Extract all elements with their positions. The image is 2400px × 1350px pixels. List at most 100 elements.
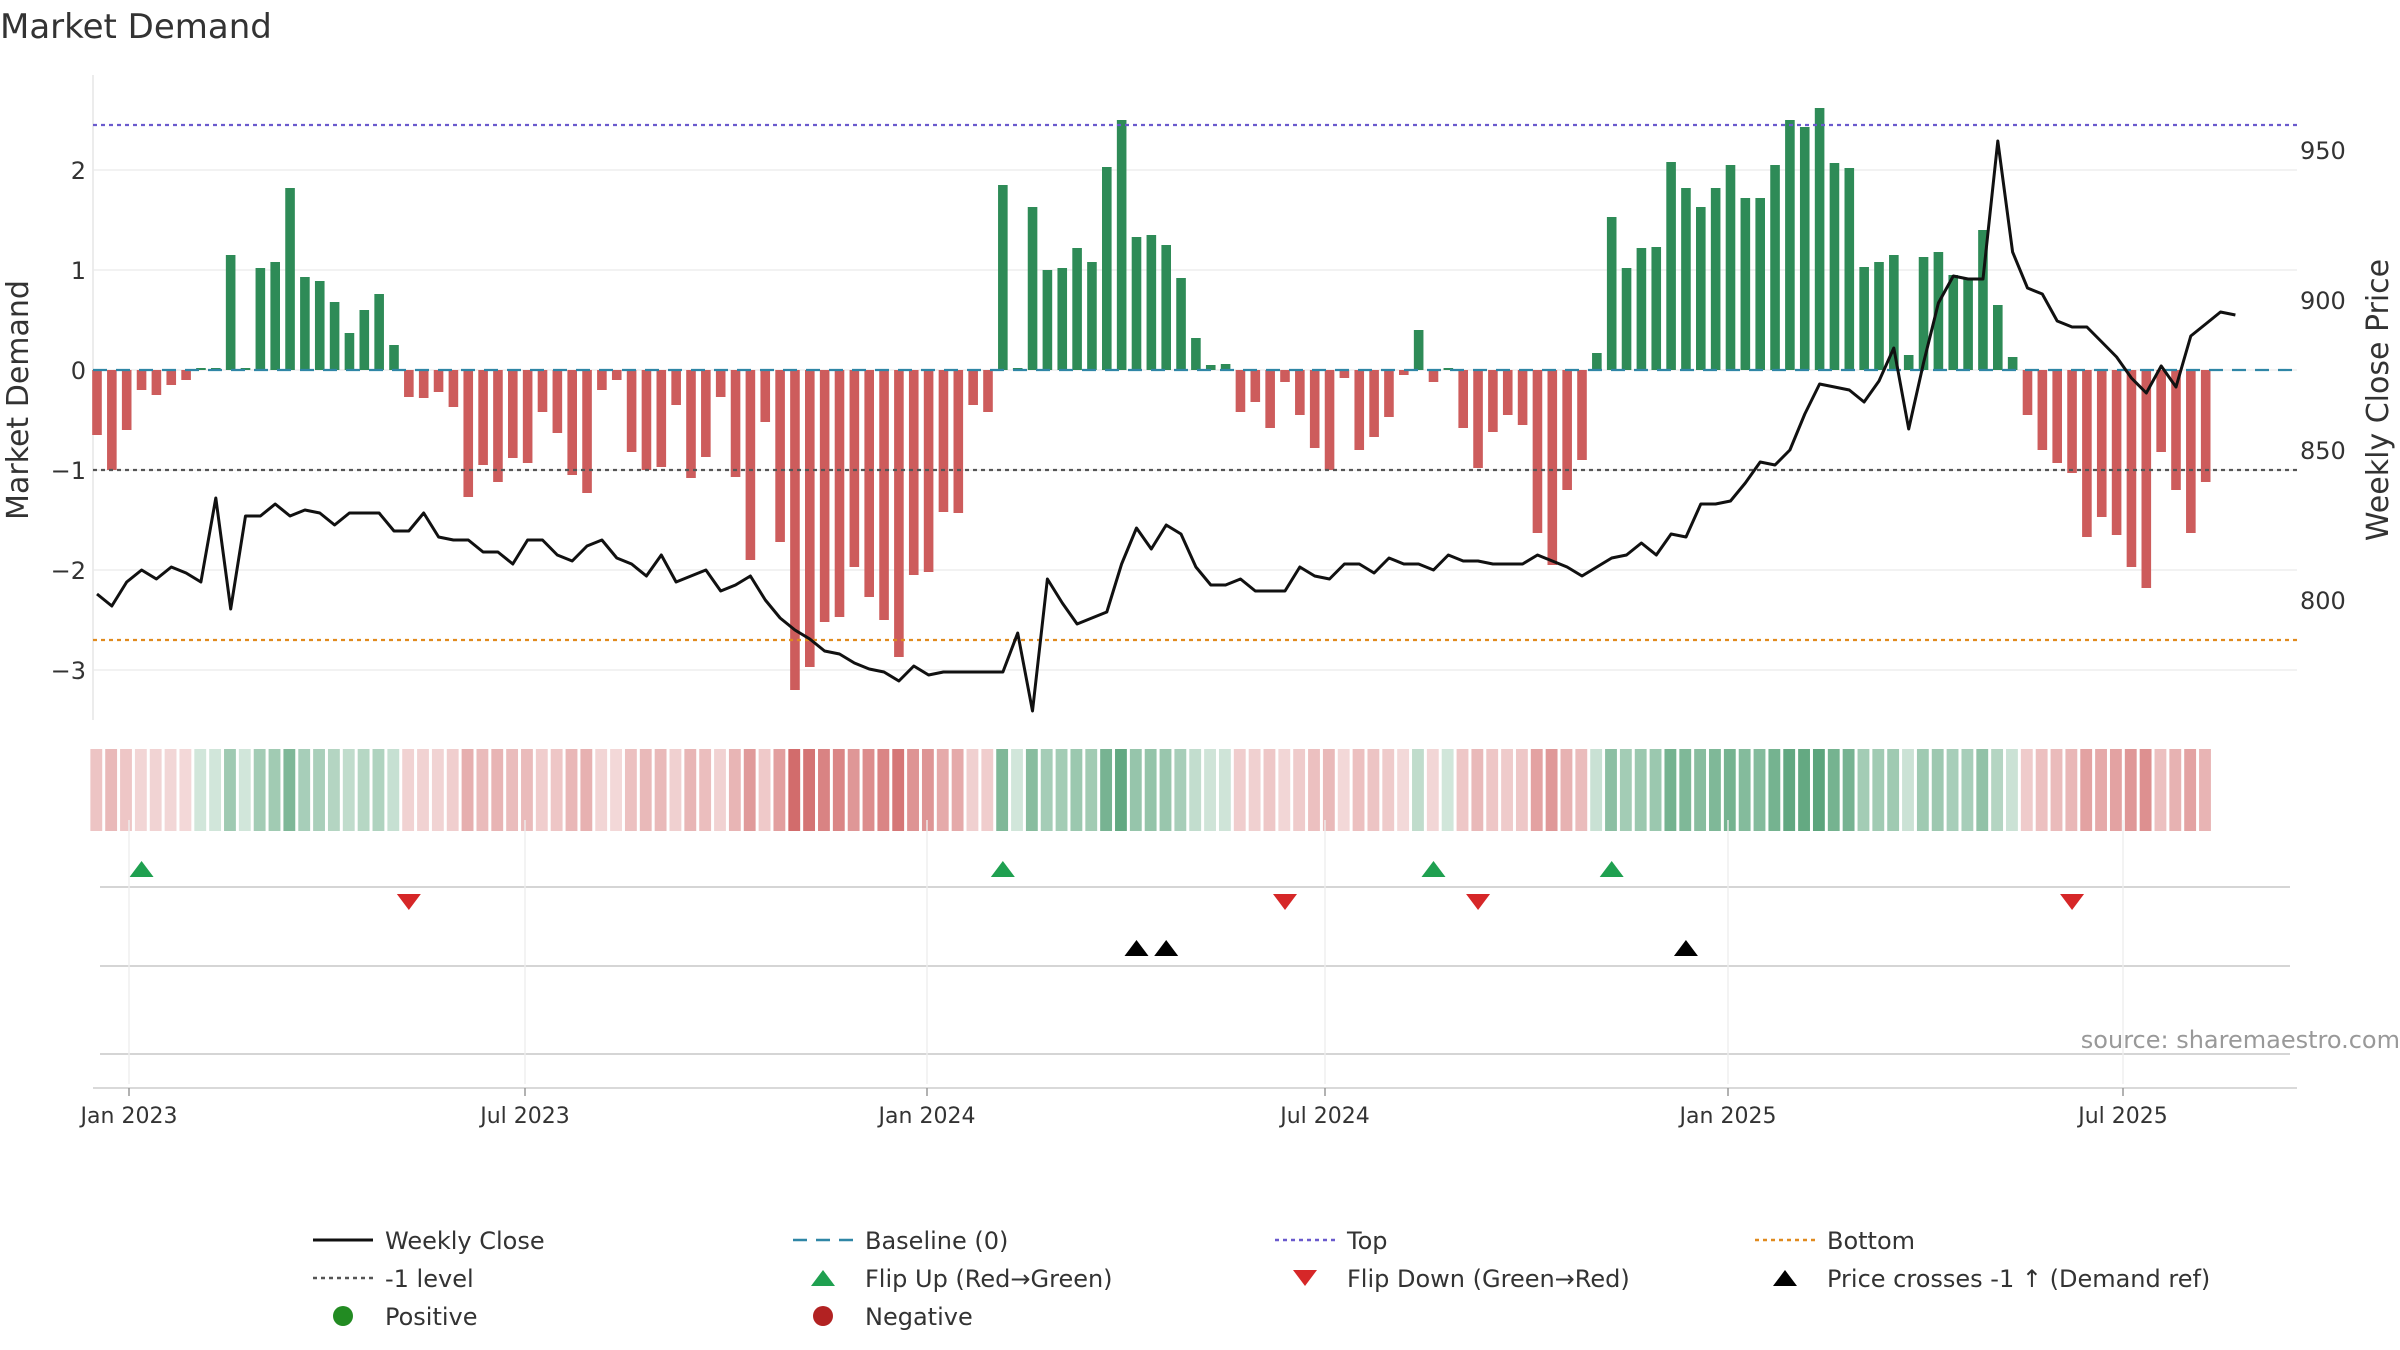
demand-bar xyxy=(2156,370,2166,452)
heat-cell xyxy=(2080,749,2093,831)
demand-bar xyxy=(300,277,310,370)
demand-bar xyxy=(2200,370,2211,482)
demand-bar xyxy=(1814,108,1825,370)
heat-cell xyxy=(224,749,236,831)
price-cross-marker xyxy=(1154,940,1179,956)
legend-label: -1 level xyxy=(385,1265,474,1293)
demand-bar xyxy=(1592,353,1602,370)
demand-bar xyxy=(463,370,474,497)
demand-bar xyxy=(2067,370,2077,473)
demand-bar xyxy=(522,370,533,463)
demand-bar xyxy=(404,370,414,397)
demand-bar xyxy=(1562,370,1572,490)
heat-cell xyxy=(1545,749,1558,831)
demand-bar xyxy=(1696,207,1706,370)
demand-bar xyxy=(1309,370,1320,448)
heat-cell xyxy=(1322,749,1335,831)
demand-bar xyxy=(181,370,191,380)
demand-bar xyxy=(1785,120,1795,370)
demand-bar xyxy=(1978,230,1988,370)
demand-bar xyxy=(819,370,830,622)
demand-bar xyxy=(1250,370,1261,402)
heat-cell xyxy=(1278,749,1291,831)
heat-cell xyxy=(1218,749,1231,831)
demand-bar xyxy=(1087,262,1097,370)
heat-cell xyxy=(446,749,459,831)
demand-bar xyxy=(1844,168,1855,370)
legend-symbol-positive xyxy=(333,1306,353,1326)
demand-bar xyxy=(2141,370,2152,588)
demand-bar xyxy=(1324,370,1335,470)
demand-bar xyxy=(1458,370,1468,428)
heat-cell xyxy=(1159,749,1172,831)
heat-cell xyxy=(1634,749,1647,831)
demand-bar xyxy=(136,370,147,390)
heat-cell xyxy=(1040,749,1053,831)
y2-axis-label: Weekly Close Price xyxy=(2361,259,2396,541)
heat-cell xyxy=(1946,749,1959,831)
heat-cell xyxy=(550,749,563,831)
demand-bar xyxy=(314,281,325,370)
heat-cell xyxy=(1189,749,1202,831)
demand-bar xyxy=(448,370,459,407)
demand-bar xyxy=(745,370,756,560)
heat-cell xyxy=(1501,749,1513,831)
heat-cell xyxy=(1991,749,2004,831)
heat-cell xyxy=(921,749,934,831)
demand-bar xyxy=(908,370,919,575)
demand-bar xyxy=(552,370,563,433)
demand-bar xyxy=(879,370,889,620)
heat-cell xyxy=(1738,749,1751,831)
demand-bar xyxy=(1295,370,1305,415)
x-tick-label: Jul 2025 xyxy=(2076,1104,2168,1129)
heat-cell xyxy=(877,749,890,831)
heat-cell xyxy=(2095,749,2107,831)
heat-cell xyxy=(966,749,979,831)
demand-bar xyxy=(1725,165,1736,370)
demand-bar xyxy=(715,370,726,397)
demand-bar xyxy=(1102,167,1112,370)
demand-bar xyxy=(1993,305,2003,370)
legend-label: Top xyxy=(1346,1227,1388,1255)
legend-label: Weekly Close xyxy=(385,1227,545,1255)
demand-bar xyxy=(2186,370,2196,533)
demand-bar xyxy=(849,370,860,567)
demand-bar xyxy=(1829,163,1840,370)
demand-bar xyxy=(686,370,696,478)
legend-symbol-flip-down xyxy=(1293,1270,1317,1286)
demand-bar xyxy=(938,370,949,512)
demand-bar xyxy=(344,333,355,370)
demand-bar xyxy=(374,294,384,370)
heat-cell xyxy=(1263,749,1276,831)
heat-cell xyxy=(595,749,608,831)
heat-cell xyxy=(743,749,756,831)
demand-bar xyxy=(1799,127,1810,370)
heat-cell xyxy=(1649,749,1662,831)
heat-cell xyxy=(862,749,875,831)
heat-cell xyxy=(476,749,489,831)
y2-tick-label: 900 xyxy=(2300,287,2346,315)
demand-bar xyxy=(1859,267,1869,370)
demand-bar xyxy=(1710,188,1721,370)
heat-cell xyxy=(1367,749,1380,831)
heat-cell xyxy=(1100,749,1113,831)
heat-cell xyxy=(313,749,325,831)
legend-symbol-negative xyxy=(813,1306,833,1326)
legend-symbol-price-cross xyxy=(1773,1270,1797,1286)
heat-cell xyxy=(1768,749,1781,831)
heat-cell xyxy=(134,749,147,831)
demand-bar xyxy=(656,370,667,467)
demand-bar xyxy=(626,370,637,452)
heat-cell xyxy=(1664,749,1677,831)
demand-bar xyxy=(1889,255,1899,370)
y-tick-label: 1 xyxy=(71,257,86,285)
demand-bar xyxy=(1874,262,1884,370)
heat-cell xyxy=(327,749,340,831)
y2-tick-label: 800 xyxy=(2300,587,2346,615)
legend-label: Bottom xyxy=(1827,1227,1915,1255)
flip-up-marker xyxy=(1421,861,1446,877)
demand-bar xyxy=(1428,370,1439,382)
heat-cell xyxy=(238,749,251,831)
heat-cell xyxy=(1382,749,1395,831)
flip-down-marker xyxy=(2060,894,2085,910)
